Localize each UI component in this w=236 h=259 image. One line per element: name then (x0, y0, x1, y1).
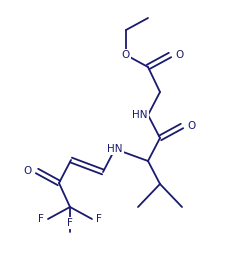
Text: O: O (175, 50, 183, 60)
Text: O: O (122, 50, 130, 60)
Text: O: O (24, 166, 32, 176)
Text: HN: HN (132, 110, 148, 120)
Text: F: F (38, 214, 44, 224)
Text: HN: HN (107, 144, 123, 154)
Text: F: F (67, 218, 73, 228)
Text: F: F (96, 214, 102, 224)
Text: O: O (187, 121, 195, 131)
